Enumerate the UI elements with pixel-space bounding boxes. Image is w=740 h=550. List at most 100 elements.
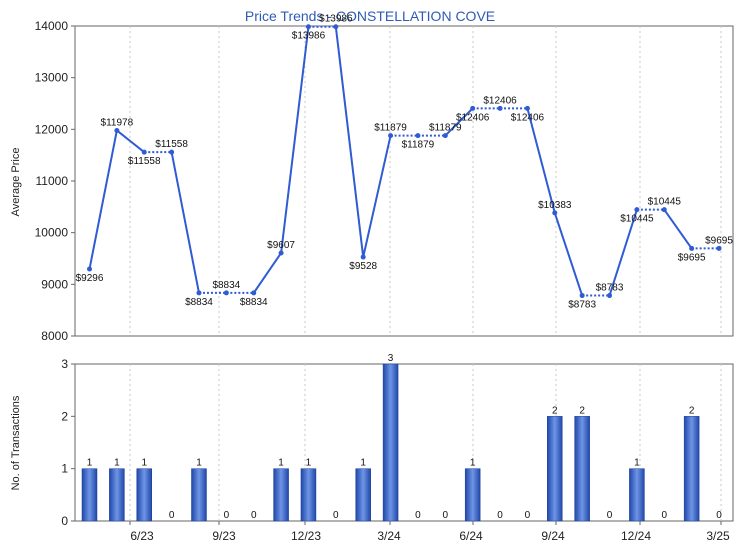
price-data-label: $8783 [596,283,624,294]
transaction-bar [547,416,563,522]
transaction-count-label: 1 [87,458,93,469]
transaction-count-label: 1 [306,458,312,469]
price-point-marker [196,290,202,296]
price-data-label: $10383 [538,200,572,211]
transaction-count-label: 2 [552,405,558,416]
price-y-tick-label: 12000 [35,122,69,136]
price-point-marker [579,293,585,299]
x-tick-label: 9/24 [541,529,565,543]
price-data-label: $8834 [212,280,240,291]
transaction-count-label: 2 [689,405,695,416]
price-y-tick-label: 10000 [35,226,69,240]
transaction-count-label: 0 [497,510,503,521]
transaction-bar [191,468,207,522]
transaction-bar [574,416,590,522]
price-data-label: $11558 [128,156,161,167]
transaction-count-label: 1 [634,458,640,469]
transaction-bar [355,468,371,522]
price-point-marker [497,105,503,111]
price-point-marker [141,149,147,155]
transaction-count-label: 1 [278,458,284,469]
transaction-bar [273,468,289,522]
price-line-panel: 8000 9000 10000 11000 12000 13000 14000 $9296 $1… [35,14,734,343]
price-line-segment [444,107,474,137]
price-data-label: $11879 [374,123,407,134]
transactions-y-tick-label: 0 [61,514,68,528]
price-point-marker [223,290,229,296]
price-data-label: $10445 [620,214,654,225]
price-data-label: $10445 [648,197,682,208]
price-data-label: $9607 [267,240,295,251]
price-point-marker [607,293,613,299]
price-line-segment [526,108,556,214]
price-point-marker [87,266,92,272]
transaction-count-label: 2 [579,405,585,416]
transaction-count-label: 1 [470,458,476,469]
transactions-bar-panel: 0 1 2 3 1 1 1 0 1 0 0 1 1 0 1 3 0 0 1 0 0 2 2 0 1 0 2 0 6/23 9/23 12/2… [61,353,734,543]
transactions-y-tick-label: 3 [61,357,68,371]
transaction-bar [300,468,317,522]
price-line-segment [553,212,584,296]
price-line-segment [608,209,638,296]
x-tick-label: 3/25 [706,529,730,543]
price-y-tick-label: 11000 [36,174,69,188]
transaction-bar [136,468,152,522]
transaction-bar [683,416,700,522]
x-tick-label: 12/24 [621,529,651,543]
price-data-label: $13986 [292,31,326,42]
price-data-label: $8834 [185,297,213,308]
price-point-marker [415,133,421,139]
transaction-count-label: 3 [388,353,394,364]
transaction-bar [629,468,645,522]
price-data-label: $9695 [678,252,706,263]
price-data-label: $11978 [101,117,134,128]
price-point-marker [470,105,476,111]
price-point-marker [278,250,284,256]
transaction-bar [81,468,98,522]
price-point-marker [114,127,120,133]
price-point-marker [689,245,695,251]
x-tick-label: 6/24 [459,529,483,543]
price-data-label: $11879 [429,123,462,134]
price-data-label: $8834 [240,297,268,308]
transaction-count-label: 0 [251,510,257,521]
price-data-label: $12406 [456,112,490,123]
transaction-bar [382,363,399,522]
price-data-label: $9695 [705,235,733,246]
price-point-marker [169,149,175,155]
x-tick-label: 3/24 [377,529,401,543]
price-line-segment [663,209,693,250]
price-point-marker [442,133,448,139]
price-point-marker [305,24,311,30]
transaction-count-label: 0 [224,510,230,521]
price-data-label: $12406 [483,95,517,106]
price-line-segment [280,26,310,254]
price-y-tick-label: 14000 [35,19,69,33]
transaction-count-label: 0 [443,510,449,521]
price-line-segment [116,129,145,153]
transaction-count-label: 0 [525,510,531,521]
transaction-count-label: 0 [333,510,339,521]
price-data-label: $13986 [319,14,353,25]
price-line-segment [170,151,200,294]
price-y-tick-label: 8000 [41,329,68,343]
transaction-count-label: 1 [114,458,120,469]
price-data-label: $9528 [349,261,377,272]
transactions-y-tick-label: 1 [61,462,68,476]
price-data-label: $9296 [76,273,104,284]
transaction-count-label: 0 [607,510,613,521]
price-point-marker [388,133,394,139]
price-point-marker [552,210,558,216]
x-tick-label: 6/23 [130,529,154,543]
x-tick-label: 9/23 [212,529,236,543]
price-point-marker [360,254,366,260]
price-line-segment [252,252,282,294]
price-data-label: $8783 [568,300,596,311]
price-plot-frame [74,25,734,337]
x-tick-label: 12/23 [291,529,321,543]
transaction-count-label: 0 [716,510,722,521]
price-y-tick-label: 13000 [35,71,69,85]
price-y-tick-label: 9000 [41,277,68,291]
transactions-y-axis-label: No. of Transactions [10,395,22,490]
